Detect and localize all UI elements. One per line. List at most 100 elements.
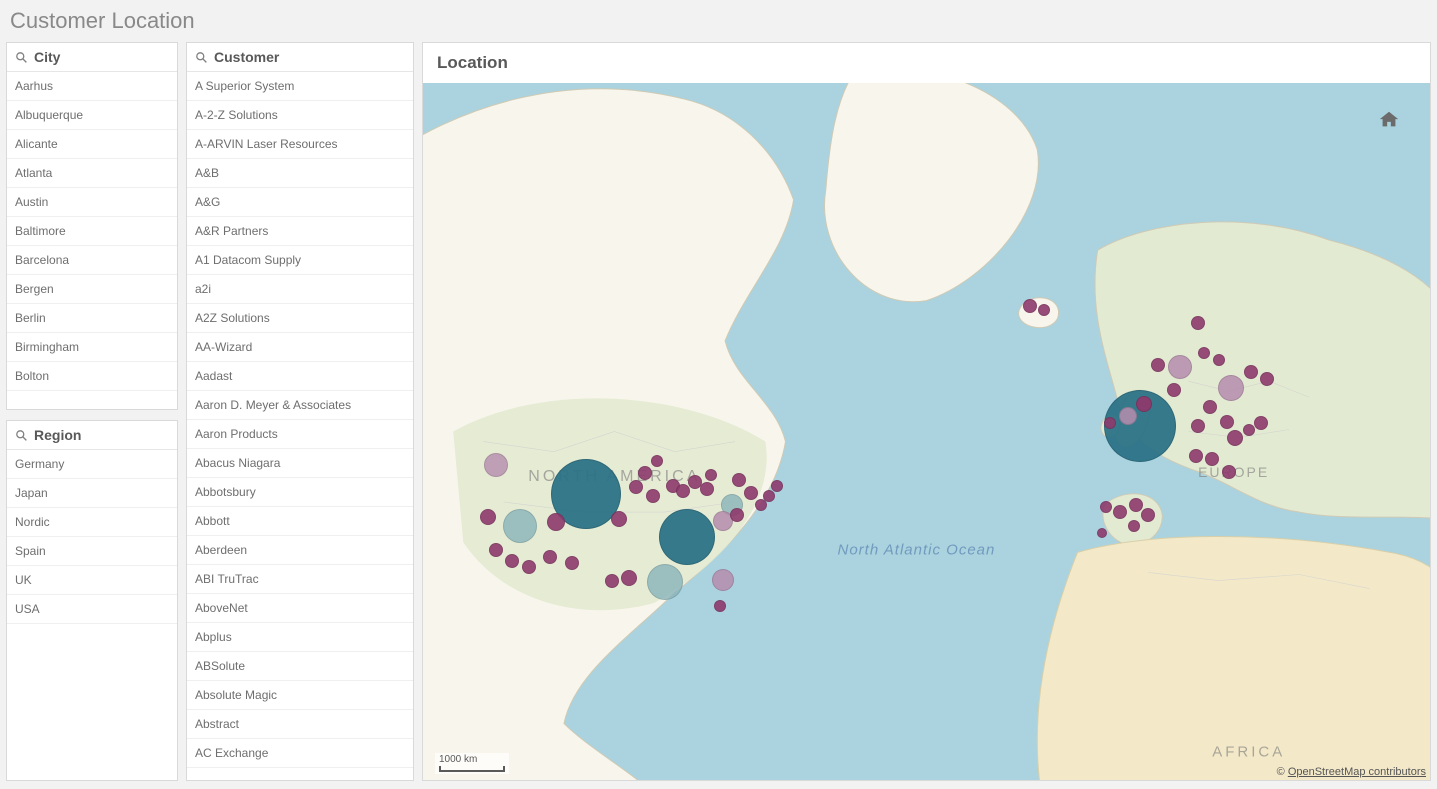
customer-list-item[interactable]: A1 Datacom Supply	[187, 246, 413, 275]
map-bubble[interactable]	[1260, 372, 1274, 386]
map-bubble[interactable]	[732, 473, 746, 487]
map-bubble[interactable]	[605, 574, 619, 588]
map-bubble[interactable]	[1222, 465, 1236, 479]
customer-list-item[interactable]: A&G	[187, 188, 413, 217]
customer-list-item[interactable]: A Superior System	[187, 72, 413, 101]
map-bubble[interactable]	[1218, 375, 1244, 401]
city-list-item[interactable]: Barcelona	[7, 246, 177, 275]
map-bubble[interactable]	[1151, 358, 1165, 372]
map-bubble[interactable]	[1244, 365, 1258, 379]
region-list[interactable]: GermanyJapanNordicSpainUKUSA	[7, 450, 177, 779]
region-list-item[interactable]: Germany	[7, 450, 177, 479]
map-bubble[interactable]	[1097, 528, 1107, 538]
map-canvas[interactable]: NORTH AMERICA EUROPE AFRICA North Atlant…	[423, 83, 1430, 780]
customer-list-item[interactable]: AboveNet	[187, 594, 413, 623]
map-bubble[interactable]	[730, 508, 744, 522]
customer-list-item[interactable]: Abplus	[187, 623, 413, 652]
map-bubble[interactable]	[621, 570, 637, 586]
map-bubble[interactable]	[1100, 501, 1112, 513]
city-list-item[interactable]: Bolton	[7, 362, 177, 391]
map-bubble[interactable]	[1141, 508, 1155, 522]
city-list-item[interactable]: Bergen	[7, 275, 177, 304]
customer-list-item[interactable]: A-ARVIN Laser Resources	[187, 130, 413, 159]
region-list-item[interactable]: USA	[7, 595, 177, 624]
map-bubble[interactable]	[763, 490, 775, 502]
map-bubble[interactable]	[1136, 396, 1152, 412]
customer-list-item[interactable]: A2Z Solutions	[187, 304, 413, 333]
map-bubble[interactable]	[543, 550, 557, 564]
customer-panel-header[interactable]: Customer	[187, 43, 413, 72]
map-bubble[interactable]	[503, 509, 537, 543]
map-bubble[interactable]	[1189, 449, 1203, 463]
customer-list-item[interactable]: Aaron D. Meyer & Associates	[187, 391, 413, 420]
map-bubble[interactable]	[1129, 498, 1143, 512]
customer-list-item[interactable]: Abbotsbury	[187, 478, 413, 507]
map-bubble[interactable]	[714, 600, 726, 612]
map-bubble[interactable]	[705, 469, 717, 481]
map-bubble[interactable]	[1104, 417, 1116, 429]
map-bubble[interactable]	[1191, 316, 1205, 330]
city-list-item[interactable]: Birmingham	[7, 333, 177, 362]
map-bubble[interactable]	[651, 455, 663, 467]
customer-list-item[interactable]: Abstract	[187, 710, 413, 739]
customer-list-item[interactable]: ABI TruTrac	[187, 565, 413, 594]
customer-list-item[interactable]: Abacus Niagara	[187, 449, 413, 478]
map-bubble[interactable]	[1167, 383, 1181, 397]
map-bubble[interactable]	[629, 480, 643, 494]
city-list-item[interactable]: Atlanta	[7, 159, 177, 188]
map-bubble[interactable]	[1220, 415, 1234, 429]
map-bubble[interactable]	[1203, 400, 1217, 414]
region-list-item[interactable]: UK	[7, 566, 177, 595]
region-list-item[interactable]: Spain	[7, 537, 177, 566]
city-list-item[interactable]: Alicante	[7, 130, 177, 159]
map-bubble[interactable]	[505, 554, 519, 568]
map-bubble[interactable]	[1243, 424, 1255, 436]
map-bubble[interactable]	[1213, 354, 1225, 366]
map-bubble[interactable]	[1038, 304, 1050, 316]
map-bubble[interactable]	[1119, 407, 1137, 425]
city-list-item[interactable]: Albuquerque	[7, 101, 177, 130]
customer-list-item[interactable]: Abbott	[187, 507, 413, 536]
map-bubble[interactable]	[1191, 419, 1205, 433]
city-list[interactable]: AarhusAlbuquerqueAlicanteAtlantaAustinBa…	[7, 72, 177, 408]
map-bubble[interactable]	[771, 480, 783, 492]
map-bubble[interactable]	[676, 484, 690, 498]
map-bubble[interactable]	[522, 560, 536, 574]
map-bubble[interactable]	[489, 543, 503, 557]
map-bubble[interactable]	[647, 564, 683, 600]
region-list-item[interactable]: Japan	[7, 479, 177, 508]
region-list-item[interactable]: Nordic	[7, 508, 177, 537]
map-bubble[interactable]	[1205, 452, 1219, 466]
city-list-item[interactable]: Austin	[7, 188, 177, 217]
region-panel-header[interactable]: Region	[7, 421, 177, 450]
map-bubble[interactable]	[1227, 430, 1243, 446]
city-panel-header[interactable]: City	[7, 43, 177, 72]
customer-list[interactable]: A Superior SystemA-2-Z SolutionsA-ARVIN …	[187, 72, 413, 779]
map-bubble[interactable]	[1113, 505, 1127, 519]
map-bubble[interactable]	[1128, 520, 1140, 532]
map-bubble[interactable]	[1023, 299, 1037, 313]
customer-list-item[interactable]: a2i	[187, 275, 413, 304]
attribution-link[interactable]: OpenStreetMap contributors	[1288, 766, 1426, 778]
map-bubble[interactable]	[659, 509, 715, 565]
map-bubble[interactable]	[1254, 416, 1268, 430]
city-list-item[interactable]: Baltimore	[7, 217, 177, 246]
customer-list-item[interactable]: A-2-Z Solutions	[187, 101, 413, 130]
customer-list-item[interactable]: AA-Wizard	[187, 333, 413, 362]
home-button[interactable]	[1378, 109, 1400, 131]
map-bubble[interactable]	[744, 486, 758, 500]
map-bubble[interactable]	[700, 482, 714, 496]
map-bubble[interactable]	[712, 569, 734, 591]
map-bubble[interactable]	[547, 513, 565, 531]
city-list-item[interactable]: Aarhus	[7, 72, 177, 101]
customer-list-item[interactable]: Aadast	[187, 362, 413, 391]
map-bubble[interactable]	[1198, 347, 1210, 359]
map-bubble[interactable]	[484, 453, 508, 477]
customer-list-item[interactable]: Aberdeen	[187, 536, 413, 565]
customer-list-item[interactable]: Absolute Magic	[187, 681, 413, 710]
map-bubble[interactable]	[646, 489, 660, 503]
map-bubble[interactable]	[611, 511, 627, 527]
customer-list-item[interactable]: ABSolute	[187, 652, 413, 681]
city-list-item[interactable]: Berlin	[7, 304, 177, 333]
customer-list-item[interactable]: A&R Partners	[187, 217, 413, 246]
